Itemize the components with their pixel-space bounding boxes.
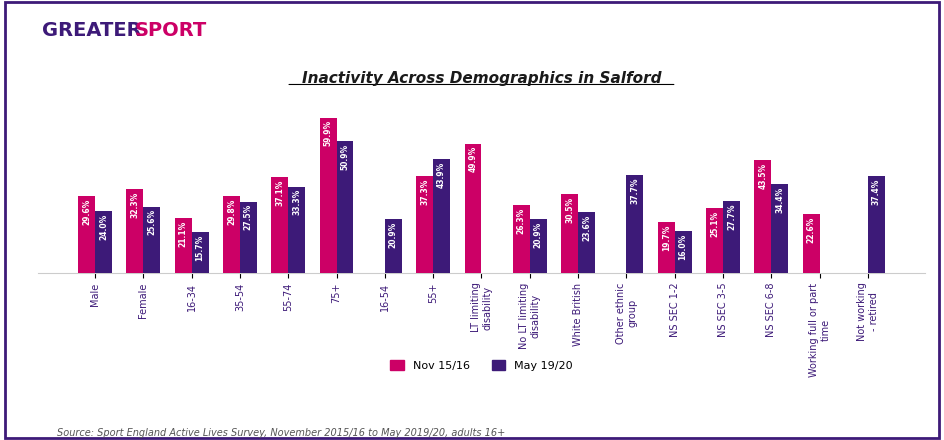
Bar <box>192 232 209 273</box>
Text: 25.1%: 25.1% <box>710 210 719 237</box>
Bar <box>336 141 353 273</box>
Bar <box>143 206 160 273</box>
Text: 24.0%: 24.0% <box>99 213 108 239</box>
Text: 20.9%: 20.9% <box>533 221 543 248</box>
Text: 21.1%: 21.1% <box>178 221 188 247</box>
Text: GREATER: GREATER <box>42 21 143 40</box>
Text: 26.3%: 26.3% <box>516 207 526 234</box>
Text: 43.5%: 43.5% <box>758 163 767 189</box>
Title: Inactivity Across Demographics in Salford: Inactivity Across Demographics in Salfor… <box>302 71 661 86</box>
Bar <box>175 218 192 273</box>
Bar <box>706 208 723 273</box>
Bar <box>320 118 336 273</box>
Text: 37.1%: 37.1% <box>276 180 284 206</box>
Text: 59.9%: 59.9% <box>324 121 332 147</box>
Bar <box>771 184 788 273</box>
Bar <box>416 176 433 273</box>
Text: 25.6%: 25.6% <box>147 209 157 235</box>
Text: 19.7%: 19.7% <box>662 224 670 251</box>
Bar <box>868 176 885 273</box>
Bar <box>433 159 450 273</box>
Bar <box>78 196 95 273</box>
Text: 27.5%: 27.5% <box>244 204 253 231</box>
Text: 30.5%: 30.5% <box>565 196 574 223</box>
Bar <box>530 219 547 273</box>
Text: 50.9%: 50.9% <box>341 143 349 170</box>
Bar <box>385 219 402 273</box>
Text: 22.6%: 22.6% <box>806 217 816 243</box>
Text: 15.7%: 15.7% <box>195 235 205 261</box>
Bar <box>578 212 595 273</box>
Text: 33.3%: 33.3% <box>293 189 301 216</box>
Bar <box>723 201 740 273</box>
Bar <box>802 214 819 273</box>
Text: 16.0%: 16.0% <box>679 234 687 260</box>
Text: 37.3%: 37.3% <box>420 179 430 205</box>
Text: SPORT: SPORT <box>135 21 208 40</box>
Text: 32.3%: 32.3% <box>130 192 140 218</box>
Text: Source: Sport England Active Lives Survey, November 2015/16 to May 2019/20, adul: Source: Sport England Active Lives Surve… <box>57 428 505 438</box>
Bar <box>271 177 288 273</box>
Text: 29.6%: 29.6% <box>82 199 91 225</box>
Bar <box>513 205 530 273</box>
Text: 37.4%: 37.4% <box>872 179 881 205</box>
Bar <box>754 160 771 273</box>
Text: 27.7%: 27.7% <box>727 204 736 230</box>
Bar <box>95 211 112 273</box>
Text: 43.9%: 43.9% <box>437 162 447 188</box>
Text: 34.4%: 34.4% <box>775 187 784 213</box>
Text: 37.7%: 37.7% <box>631 178 639 204</box>
Bar <box>658 222 675 273</box>
Bar <box>126 189 143 273</box>
Text: 20.9%: 20.9% <box>389 221 397 248</box>
Bar <box>223 196 240 273</box>
Bar <box>288 187 305 273</box>
Text: 23.6%: 23.6% <box>582 214 591 241</box>
Bar <box>464 143 481 273</box>
Legend: Nov 15/16, May 19/20: Nov 15/16, May 19/20 <box>385 355 578 376</box>
Bar <box>561 194 578 273</box>
Bar <box>627 175 643 273</box>
Text: 49.9%: 49.9% <box>468 146 478 172</box>
Text: 29.8%: 29.8% <box>227 198 236 225</box>
Bar <box>675 231 692 273</box>
Bar <box>240 202 257 273</box>
